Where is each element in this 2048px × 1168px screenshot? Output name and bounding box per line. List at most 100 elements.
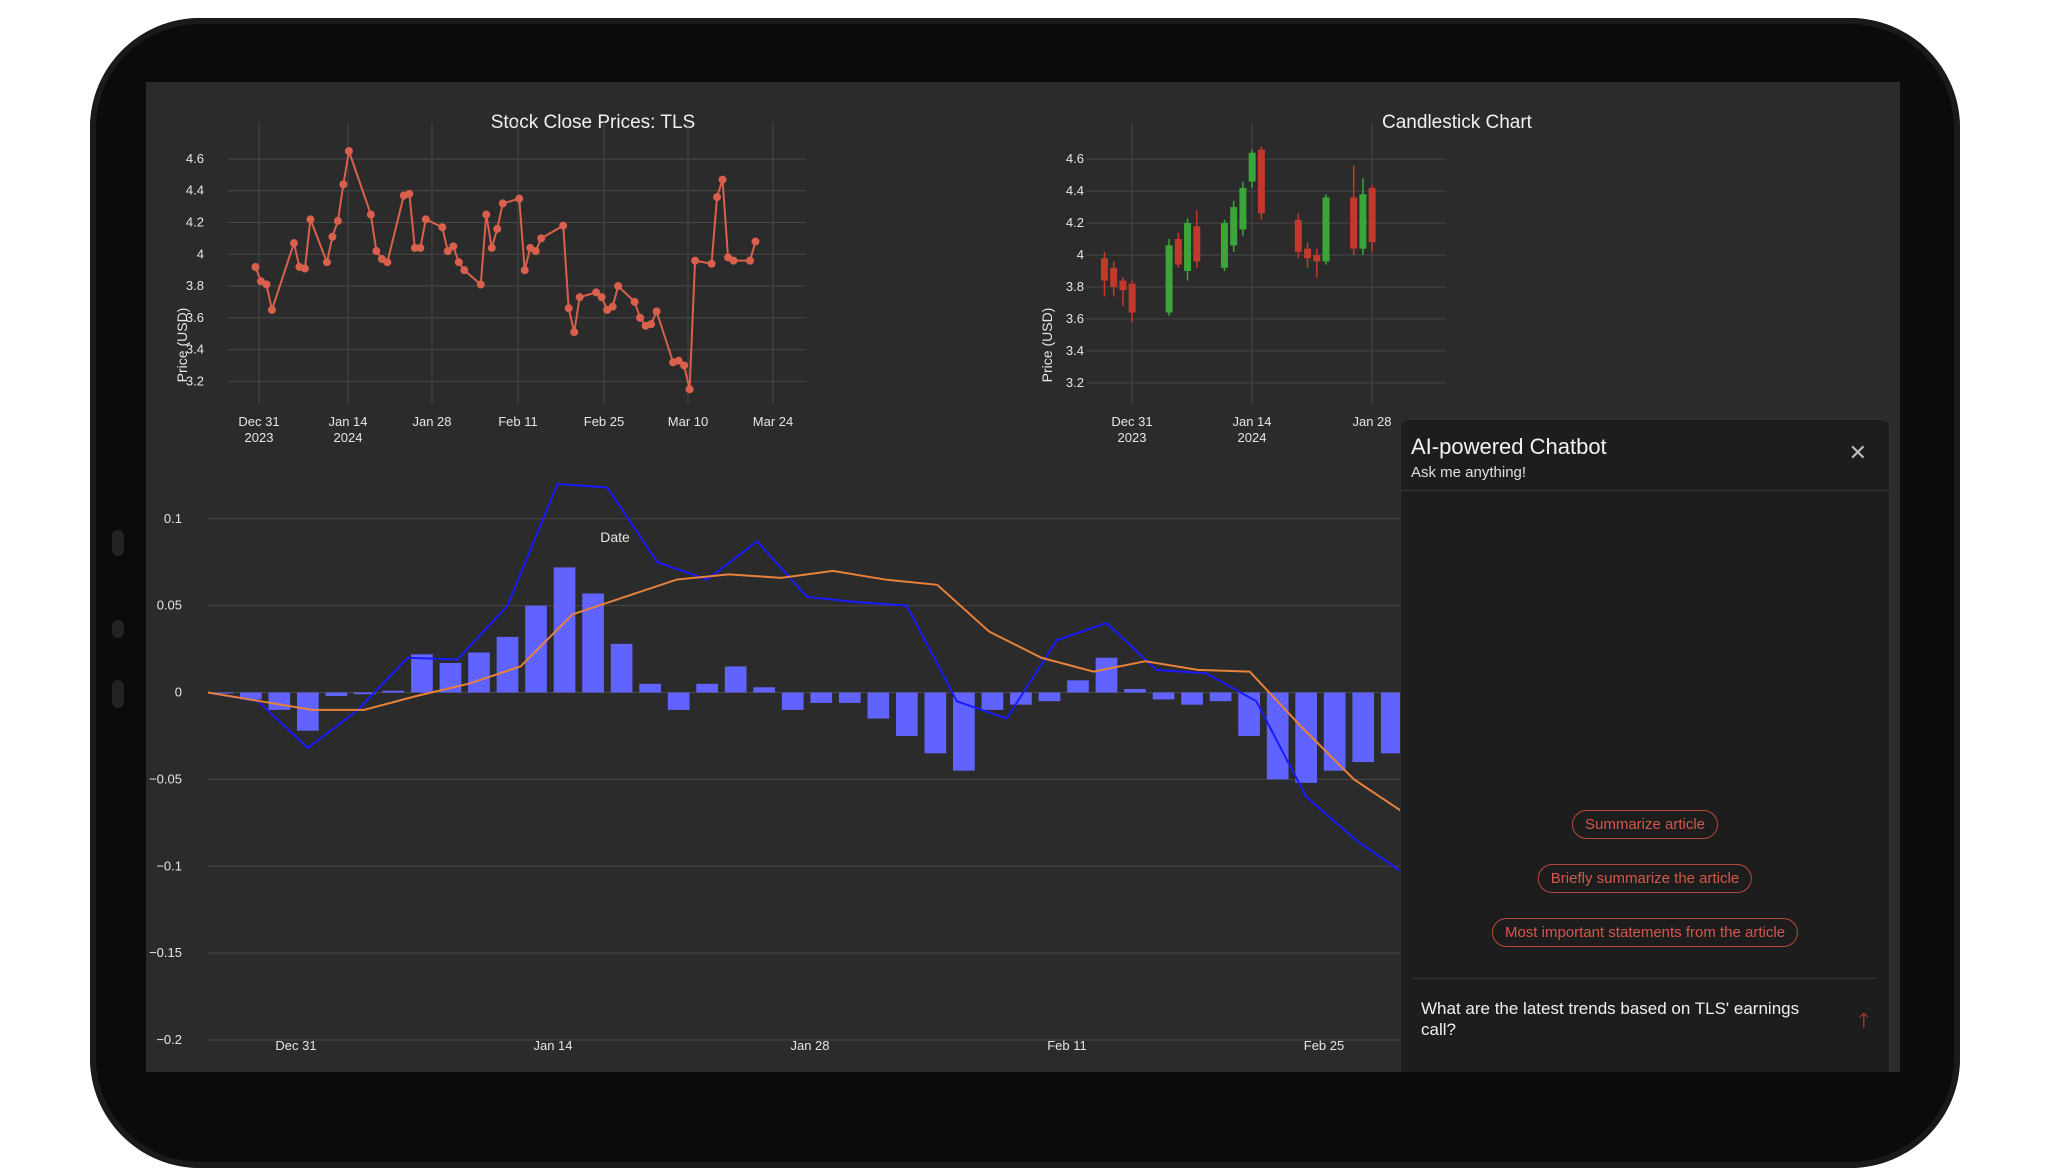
return-bar	[1209, 692, 1232, 702]
return-bar	[610, 643, 633, 693]
candle-up	[1220, 223, 1228, 268]
price-point	[493, 224, 502, 233]
return-bar	[696, 683, 719, 693]
return-bar	[1266, 692, 1289, 780]
close-price-line	[254, 150, 757, 390]
x-tick-label: Feb 11	[498, 414, 538, 429]
return-bar	[296, 692, 319, 731]
candle-down	[1193, 226, 1201, 262]
candlestick-chart-title: Candlestick Chart	[1382, 112, 1533, 133]
candle-down	[1110, 267, 1118, 287]
x-tick-label: Dec 31	[275, 1038, 316, 1053]
return-bar	[1181, 692, 1203, 705]
y-tick-label: 3.6	[1066, 311, 1084, 326]
return-bar	[924, 692, 947, 754]
price-point	[680, 361, 689, 370]
x-tick-label: 2024	[1238, 430, 1267, 445]
y-tick-label: 3.6	[186, 310, 204, 325]
x-tick-label: 2023	[245, 430, 274, 445]
price-point	[339, 180, 348, 189]
x-tick-label: Jan 28	[1352, 414, 1391, 429]
charts-canvas: Stock Close Prices: TLS Price (USD) Date…	[149, 112, 1533, 1053]
x-tick-label: Feb 11	[1047, 1038, 1087, 1053]
price-point	[306, 215, 315, 224]
return-bar	[1295, 692, 1318, 783]
price-point	[636, 313, 645, 322]
price-point	[559, 221, 568, 230]
y-tick-label: 3.2	[1066, 375, 1084, 390]
candle-up	[1239, 187, 1247, 230]
price-point	[443, 247, 452, 256]
y-tick-label: 3.8	[1066, 279, 1084, 294]
candle-down	[1128, 283, 1136, 313]
return-bar	[496, 636, 519, 693]
candle-up	[1359, 194, 1367, 249]
price-point	[630, 297, 639, 306]
y-tick-label: 0	[175, 685, 182, 700]
x-tick-label: Jan 28	[790, 1038, 829, 1053]
candle-down	[1350, 197, 1358, 249]
chatbot-title: AI-powered Chatbot	[1411, 434, 1607, 459]
price-point	[251, 262, 260, 271]
candle-up	[1184, 223, 1192, 271]
return-bar	[525, 605, 547, 693]
x-tick-label: Dec 31	[238, 414, 279, 429]
return-bar	[382, 690, 405, 693]
chat-input[interactable]: What are the latest trends based on TLS'…	[1421, 999, 1800, 1039]
return-bar	[953, 692, 975, 771]
price-point	[751, 237, 760, 246]
suggestion-summarize-article[interactable]: Summarize article	[1571, 810, 1719, 839]
candle-down	[1100, 258, 1108, 281]
send-arrow-icon[interactable]: 🡑	[1858, 1010, 1869, 1032]
y-tick-label: 4.2	[1066, 215, 1084, 230]
dashboard-screen: Stock Close Prices: TLS Price (USD) Date…	[146, 82, 1900, 1072]
close-price-chart: Stock Close Prices: TLS Price (USD) Date…	[174, 112, 806, 545]
price-point	[575, 293, 584, 302]
price-point	[674, 356, 683, 365]
price-point	[438, 223, 447, 232]
price-point	[366, 210, 375, 219]
suggestion-important-statements[interactable]: Most important statements from the artic…	[1491, 918, 1799, 947]
price-point	[520, 266, 529, 275]
return-bar	[1323, 692, 1346, 771]
return-bar	[895, 692, 918, 736]
return-bar	[239, 692, 262, 700]
price-point	[498, 199, 507, 208]
return-bar	[1352, 692, 1375, 762]
price-point	[564, 304, 573, 313]
tablet-side-button	[112, 530, 124, 556]
close-price-chart-title: Stock Close Prices: TLS	[491, 112, 696, 133]
y-tick-label: −0.15	[149, 945, 182, 960]
return-bar	[838, 692, 861, 703]
close-icon[interactable]: ✕	[1848, 440, 1867, 465]
x-tick-label: 2023	[1118, 430, 1147, 445]
price-point	[300, 264, 309, 273]
return-bar	[867, 692, 890, 719]
y-tick-label: 3.2	[186, 373, 204, 388]
y-tick-label: 4.6	[186, 151, 204, 166]
y-tick-label: 0.05	[157, 598, 182, 613]
price-point	[383, 258, 392, 267]
price-point	[718, 175, 727, 184]
price-point	[597, 293, 606, 302]
price-point	[344, 147, 353, 156]
price-point	[652, 307, 661, 316]
return-bar	[667, 692, 690, 710]
candle-up	[1230, 207, 1238, 246]
price-point	[476, 280, 485, 289]
returns-chart: −0.2 −0.15 −0.1 −0.05 0 0.05 0.1 Dec 31 Jan 14 Ja…	[149, 482, 1407, 1053]
price-point	[515, 194, 524, 203]
candle-down	[1119, 280, 1127, 291]
y-tick-label: −0.2	[156, 1032, 182, 1047]
x-tick-label: 2024	[334, 430, 363, 445]
candlestick-chart: Candlestick Chart Price (USD) 3.2 3.4 3.6 3…	[1039, 112, 1533, 445]
candle-down	[1304, 248, 1312, 259]
return-bar	[439, 662, 462, 693]
suggestion-briefly-summarize[interactable]: Briefly summarize the article	[1537, 864, 1753, 893]
return-bar	[268, 692, 291, 710]
chatbot-subtitle: Ask me anything!	[1411, 464, 1527, 481]
price-point	[713, 193, 722, 202]
price-point	[416, 243, 425, 252]
price-point	[262, 280, 271, 289]
candle-down	[1174, 239, 1182, 265]
